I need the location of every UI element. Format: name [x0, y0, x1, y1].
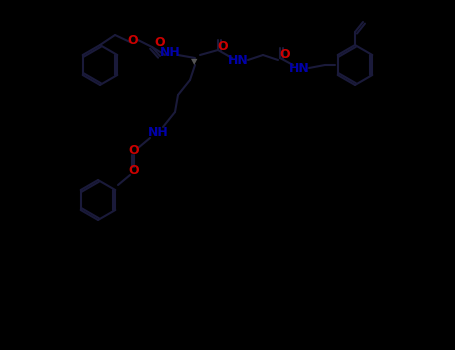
Text: O: O — [217, 41, 228, 54]
Text: HN: HN — [288, 62, 309, 75]
Text: ▼: ▼ — [191, 57, 197, 66]
Text: HN: HN — [228, 54, 248, 66]
Text: O: O — [128, 34, 138, 47]
Text: O: O — [129, 164, 139, 177]
Text: NH: NH — [160, 47, 180, 60]
Text: O: O — [155, 36, 165, 49]
Text: O: O — [129, 145, 139, 158]
Text: O: O — [280, 49, 290, 62]
Text: NH: NH — [147, 126, 168, 139]
